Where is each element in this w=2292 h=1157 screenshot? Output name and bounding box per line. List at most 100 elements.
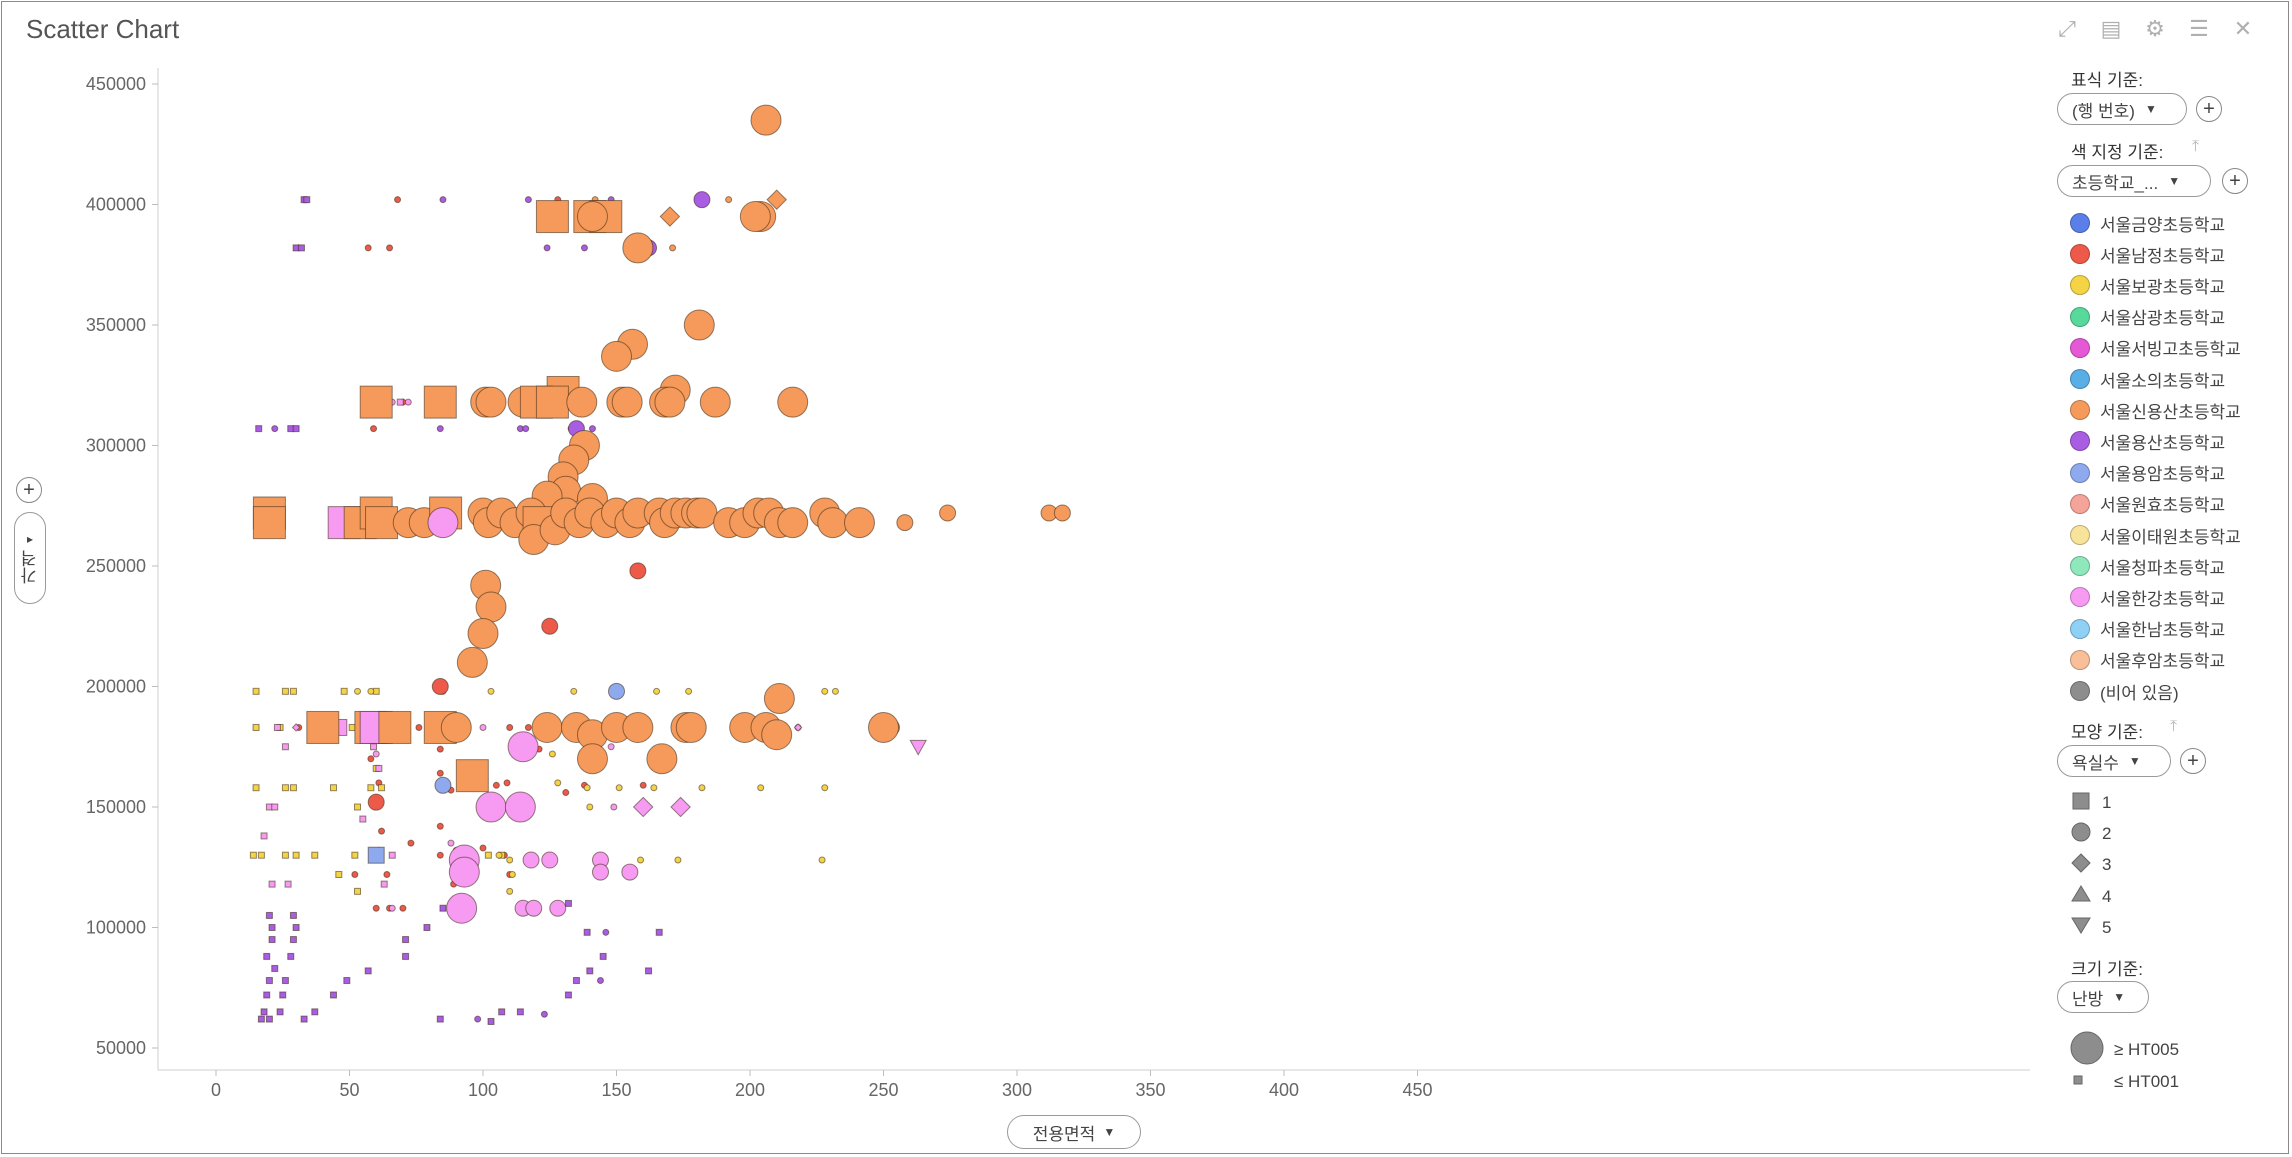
data-point-small[interactable] <box>269 881 275 887</box>
data-point-small[interactable] <box>256 426 262 432</box>
data-point-small[interactable] <box>437 1016 443 1022</box>
data-point-small[interactable] <box>368 785 374 791</box>
data-point[interactable] <box>694 192 710 208</box>
data-point-small[interactable] <box>258 852 264 858</box>
size-by-dropdown[interactable]: 난방 ▼ <box>2057 981 2149 1013</box>
legend-shape-item[interactable]: 2 <box>2070 821 2111 847</box>
legend-color-item[interactable]: 서울용산초등학교 <box>2070 428 2225 454</box>
data-point-small[interactable] <box>541 1011 547 1017</box>
color-by-dropdown[interactable]: 초등학교_... ▼ <box>2057 165 2211 197</box>
legend-color-item[interactable]: 서울이태원초등학교 <box>2070 522 2241 548</box>
data-point-small[interactable] <box>496 852 502 858</box>
data-point-small[interactable] <box>373 905 379 911</box>
data-point-small[interactable] <box>395 197 401 203</box>
data-point-small[interactable] <box>368 688 374 694</box>
data-point[interactable] <box>441 712 471 742</box>
legend-color-item[interactable]: 서울금양초등학교 <box>2070 210 2225 236</box>
data-point-small[interactable] <box>250 852 256 858</box>
data-point-small[interactable] <box>822 785 828 791</box>
data-point-small[interactable] <box>525 197 531 203</box>
data-point-small[interactable] <box>440 197 446 203</box>
data-point-small[interactable] <box>349 724 355 730</box>
marker-by-dropdown[interactable]: (행 번호) ▼ <box>2057 93 2187 125</box>
data-point[interactable] <box>379 711 411 743</box>
data-point[interactable] <box>687 498 717 528</box>
data-point[interactable] <box>869 712 899 742</box>
data-point-small[interactable] <box>371 744 377 750</box>
color-add-button[interactable]: + <box>2222 168 2248 194</box>
data-point[interactable] <box>476 592 506 622</box>
legend-color-item[interactable]: 서울용암초등학교 <box>2070 460 2225 486</box>
data-point-small[interactable] <box>269 925 275 931</box>
data-point-small[interactable] <box>509 871 515 877</box>
data-point[interactable] <box>505 792 535 822</box>
data-point-small[interactable] <box>563 790 569 796</box>
data-point[interactable] <box>655 387 685 417</box>
data-point-small[interactable] <box>285 881 291 887</box>
data-point-small[interactable] <box>355 804 361 810</box>
data-point-small[interactable] <box>266 912 272 918</box>
y-axis-add-button[interactable]: + <box>16 477 42 503</box>
legend-color-item[interactable]: 서울한남초등학교 <box>2070 616 2225 642</box>
data-point[interactable] <box>897 515 913 531</box>
data-point-small[interactable] <box>368 756 374 762</box>
legend-color-item[interactable]: 서울남정초등학교 <box>2070 241 2225 267</box>
data-point-small[interactable] <box>387 245 393 251</box>
data-point-small[interactable] <box>253 724 259 730</box>
data-point-small[interactable] <box>274 724 280 730</box>
data-point-small[interactable] <box>264 992 270 998</box>
data-point-small[interactable] <box>304 197 310 203</box>
pin-icon[interactable]: ⤒ <box>2170 718 2177 736</box>
legend-color-item[interactable]: 서울삼광초등학교 <box>2070 304 2225 330</box>
data-point[interactable] <box>647 744 677 774</box>
data-point-small[interactable] <box>373 751 379 757</box>
data-point[interactable] <box>910 740 926 754</box>
legend-color-item[interactable]: 서울소의초등학교 <box>2070 366 2225 392</box>
data-point-small[interactable] <box>646 968 652 974</box>
data-point-small[interactable] <box>488 1018 494 1024</box>
data-point-small[interactable] <box>312 852 318 858</box>
data-point-small[interactable] <box>293 925 299 931</box>
data-point-small[interactable] <box>504 780 510 786</box>
data-point-small[interactable] <box>480 845 486 851</box>
data-point-small[interactable] <box>600 953 606 959</box>
data-point-small[interactable] <box>523 426 529 432</box>
data-point[interactable] <box>660 207 679 226</box>
data-point[interactable] <box>253 507 285 539</box>
data-point[interactable] <box>360 386 392 418</box>
data-point-small[interactable] <box>253 688 259 694</box>
data-point[interactable] <box>526 900 542 916</box>
data-point[interactable] <box>536 386 568 418</box>
data-point[interactable] <box>671 797 690 816</box>
data-point-small[interactable] <box>389 852 395 858</box>
data-point-small[interactable] <box>282 852 288 858</box>
data-point-small[interactable] <box>437 823 443 829</box>
data-point-small[interactable] <box>555 780 561 786</box>
data-point-small[interactable] <box>416 724 422 730</box>
shape-by-dropdown[interactable]: 욕실수 ▼ <box>2057 745 2171 777</box>
data-point-small[interactable] <box>670 245 676 251</box>
data-point-small[interactable] <box>611 804 617 810</box>
data-point-small[interactable] <box>597 978 603 984</box>
data-point[interactable] <box>622 864 638 880</box>
data-point-small[interactable] <box>365 968 371 974</box>
data-point-small[interactable] <box>269 937 275 943</box>
data-point-small[interactable] <box>336 871 342 877</box>
data-point[interactable] <box>577 202 607 232</box>
data-point-small[interactable] <box>726 197 732 203</box>
data-point-small[interactable] <box>544 245 550 251</box>
data-point[interactable] <box>532 712 562 742</box>
data-point-small[interactable] <box>261 833 267 839</box>
data-point-small[interactable] <box>400 905 406 911</box>
data-point[interactable] <box>307 711 339 743</box>
data-point-small[interactable] <box>379 828 385 834</box>
pin-icon[interactable]: ⤒ <box>2192 138 2199 156</box>
data-point[interactable] <box>592 864 608 880</box>
data-point[interactable] <box>550 900 566 916</box>
data-point-small[interactable] <box>686 688 692 694</box>
data-point-small[interactable] <box>517 1009 523 1015</box>
data-point-small[interactable] <box>312 1009 318 1015</box>
data-point[interactable] <box>1054 505 1070 521</box>
data-point-small[interactable] <box>565 992 571 998</box>
data-point[interactable] <box>676 712 706 742</box>
